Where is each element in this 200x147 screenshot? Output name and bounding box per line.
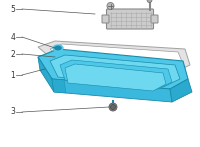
Text: 4: 4 — [11, 32, 15, 41]
FancyBboxPatch shape — [102, 15, 109, 23]
Polygon shape — [38, 57, 54, 92]
Polygon shape — [50, 44, 183, 70]
Circle shape — [110, 105, 116, 110]
Text: 5: 5 — [11, 5, 15, 14]
Polygon shape — [52, 79, 172, 102]
Text: 3: 3 — [11, 107, 15, 117]
Polygon shape — [38, 41, 190, 72]
Ellipse shape — [53, 45, 63, 51]
Polygon shape — [38, 49, 188, 89]
Ellipse shape — [55, 46, 61, 50]
Polygon shape — [50, 55, 180, 87]
Polygon shape — [65, 64, 166, 91]
FancyBboxPatch shape — [106, 9, 154, 29]
Circle shape — [147, 0, 152, 2]
FancyBboxPatch shape — [151, 15, 158, 23]
Circle shape — [107, 2, 114, 10]
Text: 1: 1 — [11, 71, 15, 80]
Polygon shape — [170, 79, 192, 102]
Polygon shape — [52, 79, 66, 93]
Circle shape — [109, 103, 117, 111]
Polygon shape — [60, 60, 172, 89]
Text: 2: 2 — [11, 50, 15, 59]
